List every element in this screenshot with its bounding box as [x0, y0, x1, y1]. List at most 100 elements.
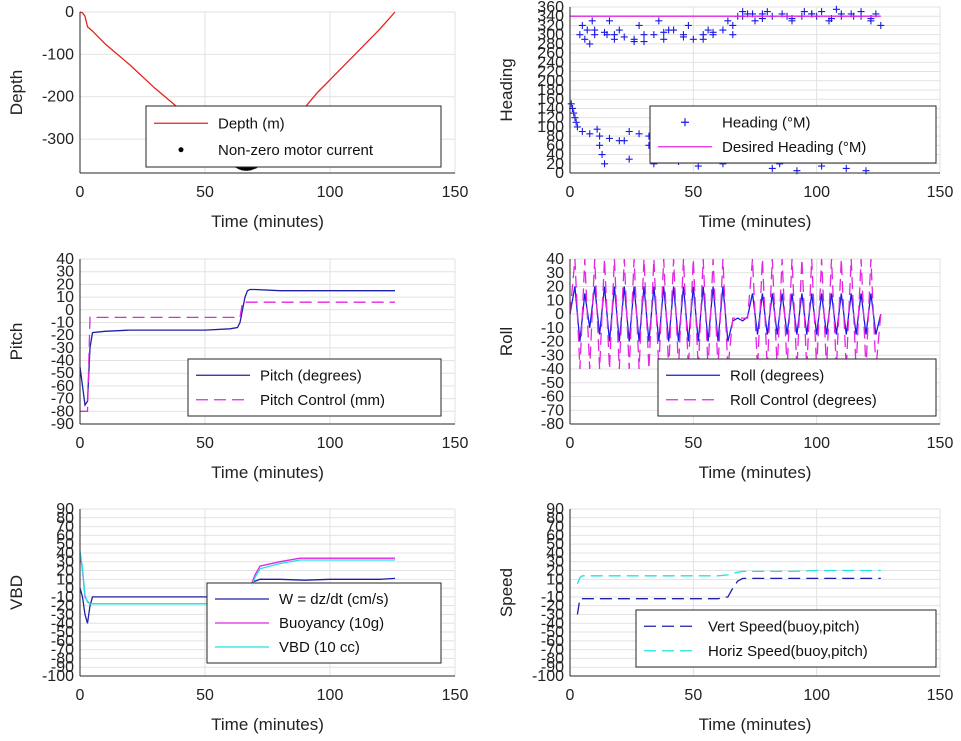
heading-series-0-point	[768, 164, 776, 172]
heading-series-0-point	[596, 132, 604, 140]
heading-series-0-point	[660, 35, 668, 43]
heading-series-0-point	[586, 40, 594, 48]
roll-legend-label: Roll Control (degrees)	[730, 392, 877, 409]
pitch-ytick-label: -80	[51, 403, 74, 420]
heading-ytick-label: 240	[537, 54, 564, 71]
heading-series-0-point	[800, 8, 808, 16]
heading-series-0-point	[615, 26, 623, 34]
vbd-ytick-label: -100	[42, 668, 74, 685]
roll-legend: Roll (degrees) Roll Control (degrees)	[657, 358, 937, 417]
vbd-ytick-label: -70	[51, 642, 74, 659]
heading-ytick-label: 340	[537, 8, 564, 25]
heading-xtick-label: 150	[927, 184, 954, 201]
heading-series-0-point	[724, 17, 732, 25]
roll-legend-label: Roll (degrees)	[730, 367, 824, 384]
heading-series-0-point	[640, 31, 648, 39]
heading-series-0-point	[660, 28, 668, 36]
heading-ytick-label: 320	[537, 17, 564, 34]
pitch-ytick-label: -30	[51, 340, 74, 357]
vbd-ytick-label: 60	[56, 527, 74, 544]
roll-ytick-label: -60	[541, 389, 564, 406]
speed-legend-label: Horiz Speed(buoy,pitch)	[708, 643, 868, 660]
heading-x-axis-title: Time (minutes)	[699, 212, 812, 231]
heading-series-0-point	[596, 141, 604, 149]
speed-xtick-label: 100	[803, 687, 830, 704]
pitch-ytick-label: 0	[65, 302, 74, 319]
pitch-ytick-label: -70	[51, 391, 74, 408]
roll-ytick-label: -20	[541, 334, 564, 351]
roll-ytick-label: -70	[541, 402, 564, 419]
vbd-legend: W = dz/dt (cm/s) Buoyancy (10g) VBD (10 cc…	[206, 582, 442, 664]
depth-ytick-label: 0	[65, 4, 74, 21]
speed-ytick-label: -60	[541, 633, 564, 650]
speed-ytick-label: -90	[541, 659, 564, 676]
heading-legend-marker	[681, 118, 689, 127]
speed-xtick-label: 0	[566, 687, 575, 704]
heading-series-0-point	[679, 33, 687, 41]
heading-series-0-point	[655, 17, 663, 25]
speed-ytick-label: 40	[546, 545, 564, 562]
vbd-ytick-label: -10	[51, 589, 74, 606]
heading-series-0-point	[576, 31, 584, 39]
roll-ytick-label: 20	[546, 279, 564, 296]
depth-ytick-label: -100	[42, 46, 74, 63]
pitch-xtick-label: 150	[442, 435, 469, 452]
heading-ytick-label: 220	[537, 64, 564, 81]
heading-series-0-point	[650, 31, 658, 39]
roll-xtick-label: 50	[684, 435, 702, 452]
depth-legend-box	[145, 105, 442, 168]
vbd-ytick-label: 0	[65, 580, 74, 597]
heading-series-0-point	[689, 35, 697, 43]
heading-series-0-point	[694, 162, 702, 170]
speed-ytick-label: 60	[546, 527, 564, 544]
pitch-legend-label: Pitch Control (mm)	[260, 392, 385, 409]
speed-ytick-label: 90	[546, 501, 564, 518]
speed-ytick-label: -80	[541, 650, 564, 667]
heading-y-axis-title: Heading	[497, 58, 516, 121]
speed-ytick-label: 50	[546, 536, 564, 553]
depth-y-axis-title: Depth	[7, 70, 26, 115]
pitch-y-axis-title: Pitch	[7, 323, 26, 361]
heading-series-0-point	[684, 21, 692, 29]
vbd-ytick-label: 70	[56, 519, 74, 536]
vbd-legend-label: VBD (10 cc)	[279, 639, 360, 656]
heading-ytick-label: 120	[537, 110, 564, 127]
speed-legend-box	[635, 609, 937, 668]
roll-ytick-label: 40	[546, 251, 564, 268]
pitch-ytick-label: -40	[51, 353, 74, 370]
heading-chart: 0204060801001201401601802002202402602803…	[497, 0, 953, 231]
pitch-ytick-label: 40	[56, 251, 74, 268]
vbd-ytick-label: -20	[51, 598, 74, 615]
speed-y-axis-title: Speed	[497, 568, 516, 617]
speed-xtick-label: 150	[927, 687, 954, 704]
speed-legend: Vert Speed(buoy,pitch) Horiz Speed(buoy,p…	[635, 609, 937, 668]
roll-ytick-label: 10	[546, 292, 564, 309]
roll-x-axis-title: Time (minutes)	[699, 463, 812, 482]
heading-series-0-point	[729, 31, 737, 39]
pitch-xtick-label: 50	[196, 435, 214, 452]
pitch-ytick-label: -50	[51, 365, 74, 382]
heading-series-0-point	[610, 31, 618, 39]
heading-series-0-point	[635, 21, 643, 29]
roll-y-axis-title: Roll	[497, 327, 516, 356]
heading-ytick-label: 160	[537, 91, 564, 108]
speed-ytick-label: -30	[541, 606, 564, 623]
heading-series-0-point	[635, 130, 643, 138]
speed-ytick-label: 20	[546, 563, 564, 580]
heading-series-0-point	[670, 26, 678, 34]
pitch-series-1-line	[80, 301, 395, 412]
roll-xtick-label: 100	[803, 435, 830, 452]
pitch-ytick-label: 10	[56, 289, 74, 306]
speed-legend-label: Vert Speed(buoy,pitch)	[708, 618, 859, 635]
heading-series-0-point	[581, 35, 589, 43]
vbd-ytick-label: -80	[51, 650, 74, 667]
roll-ytick-label: -40	[541, 361, 564, 378]
speed-chart: 9080706050403020100-10-20-30-40-50-60-70…	[497, 501, 953, 734]
depth-legend-label: Depth (m)	[218, 115, 285, 132]
heading-ytick-label: 20	[546, 156, 564, 173]
heading-series-0-point	[583, 26, 591, 34]
heading-series-0-point	[601, 160, 609, 168]
pitch-xtick-label: 100	[317, 435, 344, 452]
speed-ytick-label: 30	[546, 554, 564, 571]
